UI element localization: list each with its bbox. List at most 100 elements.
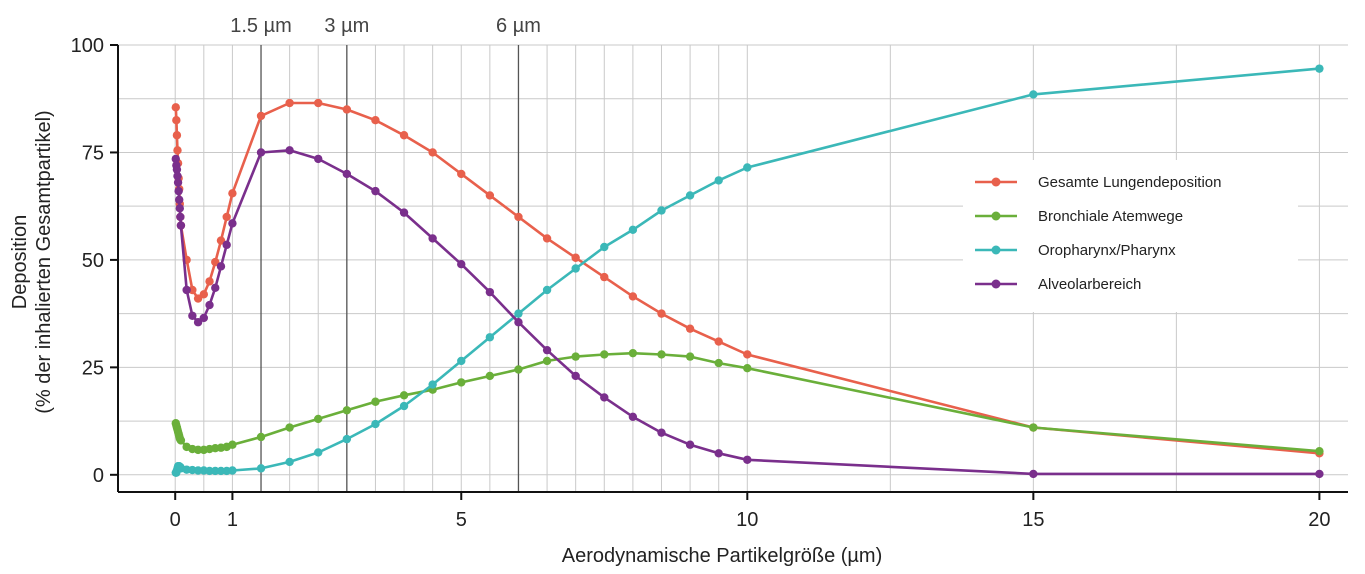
data-point bbox=[743, 350, 752, 359]
data-point bbox=[285, 146, 294, 155]
data-point bbox=[342, 105, 352, 114]
data-point bbox=[542, 345, 552, 355]
data-point bbox=[228, 219, 237, 228]
data-point bbox=[199, 313, 209, 323]
data-point bbox=[485, 287, 495, 297]
data-point bbox=[182, 285, 191, 295]
series-layer bbox=[171, 64, 1324, 479]
data-point bbox=[256, 432, 266, 442]
data-point bbox=[428, 148, 437, 157]
data-point bbox=[542, 356, 552, 366]
x-tick-label: 5 bbox=[456, 509, 467, 531]
data-point bbox=[714, 337, 723, 346]
y-tick-label: 100 bbox=[71, 35, 104, 57]
data-point bbox=[514, 309, 523, 318]
data-point bbox=[176, 436, 186, 445]
data-point bbox=[222, 240, 231, 250]
data-point bbox=[211, 257, 220, 267]
legend-item: Bronchiale Atemwege bbox=[975, 208, 1183, 225]
data-point bbox=[176, 221, 186, 230]
data-point bbox=[205, 277, 214, 286]
legend-item: Alveolarbereich bbox=[975, 276, 1141, 293]
data-point bbox=[743, 163, 752, 172]
data-point bbox=[173, 146, 182, 155]
data-point bbox=[171, 103, 180, 112]
data-point bbox=[600, 242, 609, 252]
data-point bbox=[514, 212, 523, 222]
data-point bbox=[176, 212, 185, 222]
data-point bbox=[457, 356, 466, 366]
legend-item: Oropharynx/Pharynx bbox=[975, 242, 1176, 259]
data-point bbox=[657, 206, 666, 215]
y-tick-label: 0 bbox=[93, 465, 104, 487]
data-point bbox=[371, 116, 380, 125]
data-point bbox=[216, 236, 226, 245]
data-point bbox=[457, 260, 466, 269]
data-point bbox=[571, 264, 580, 273]
data-point bbox=[285, 423, 294, 432]
data-point bbox=[685, 440, 695, 449]
data-point bbox=[1029, 469, 1038, 479]
data-point bbox=[342, 406, 352, 415]
y-axis-title-line1: Deposition bbox=[9, 215, 31, 310]
reference-line-label: 6 µm bbox=[496, 15, 541, 37]
y-axis-title-line2: (% der inhalierten Gesamtpartikel) bbox=[33, 110, 55, 413]
reference-lines: 1.5 µm 3 µm 6 µm bbox=[230, 15, 541, 492]
data-point bbox=[314, 154, 323, 164]
data-point bbox=[342, 169, 352, 179]
data-point bbox=[399, 208, 409, 217]
data-point bbox=[172, 116, 181, 125]
data-point bbox=[628, 292, 638, 301]
data-point bbox=[205, 300, 214, 310]
data-point bbox=[542, 234, 552, 243]
data-point bbox=[172, 131, 182, 140]
data-point bbox=[342, 434, 352, 444]
data-point bbox=[399, 401, 409, 411]
legend-label: Alveolarbereich bbox=[1038, 276, 1141, 293]
data-point bbox=[714, 358, 723, 368]
data-point bbox=[193, 318, 203, 327]
data-point bbox=[175, 204, 184, 213]
data-point bbox=[1315, 446, 1324, 456]
data-point bbox=[657, 309, 666, 318]
data-point bbox=[175, 195, 184, 204]
data-point bbox=[371, 419, 380, 429]
data-point bbox=[171, 154, 180, 164]
data-point bbox=[172, 165, 182, 174]
data-point bbox=[743, 364, 752, 373]
x-tick-label: 1 bbox=[227, 509, 238, 531]
data-point bbox=[457, 378, 466, 387]
data-point bbox=[485, 333, 495, 342]
data-point bbox=[256, 148, 266, 157]
data-point bbox=[314, 448, 323, 457]
data-point bbox=[228, 440, 237, 449]
legend-label: Gesamte Lungendeposition bbox=[1038, 174, 1221, 191]
data-point bbox=[228, 189, 237, 198]
data-point bbox=[1315, 64, 1324, 73]
legend-box bbox=[963, 160, 1298, 312]
data-point bbox=[571, 253, 580, 262]
data-point bbox=[174, 186, 183, 196]
data-point bbox=[657, 428, 666, 437]
data-point bbox=[256, 464, 266, 473]
data-point bbox=[222, 212, 231, 222]
x-tick-label: 20 bbox=[1308, 509, 1330, 531]
data-point bbox=[173, 171, 182, 181]
series-bronchiale-atemwege bbox=[171, 348, 1324, 456]
data-point bbox=[571, 352, 580, 361]
data-point bbox=[173, 178, 183, 187]
legend-swatch-marker bbox=[991, 245, 1001, 255]
data-point bbox=[285, 98, 294, 108]
data-point bbox=[485, 371, 495, 381]
legend-label: Bronchiale Atemwege bbox=[1038, 208, 1183, 225]
data-point bbox=[714, 176, 723, 185]
legend-item: Gesamte Lungendeposition bbox=[975, 174, 1221, 191]
x-tick-label: 0 bbox=[170, 509, 181, 531]
data-point bbox=[600, 272, 609, 282]
legend-label: Oropharynx/Pharynx bbox=[1038, 242, 1176, 259]
data-point bbox=[600, 393, 609, 402]
data-point bbox=[1029, 90, 1038, 99]
data-point bbox=[399, 391, 409, 400]
